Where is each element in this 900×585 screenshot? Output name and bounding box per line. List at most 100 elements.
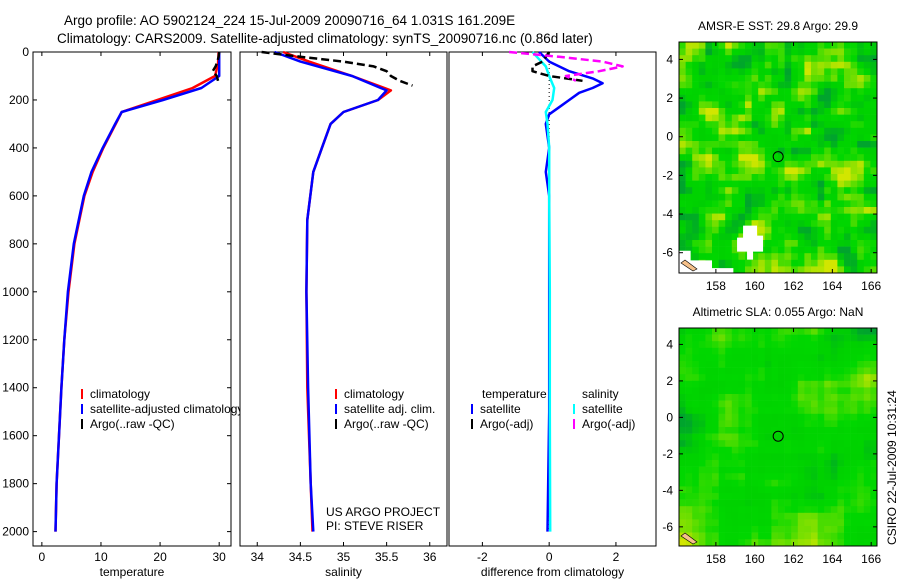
map-cell [850,226,858,234]
map-cell [817,433,825,441]
map-cell [804,68,812,76]
map-cell [685,141,693,148]
map-cell [778,207,785,214]
map-cell [698,141,706,148]
map-cell [758,374,766,382]
map-cell [791,499,799,507]
map-cell [804,394,812,401]
map-cell [751,493,759,500]
map-cell [857,88,865,96]
map-cell [718,213,726,221]
map-cell [850,387,858,395]
map-cell [705,460,713,467]
map-cell [718,141,726,148]
map-cell [804,127,812,135]
y-tick-label: 0 [666,410,673,424]
map-cell [824,75,832,82]
map-cell [870,499,878,507]
map-cell [778,101,785,109]
map-cell [857,246,865,254]
map-cell [725,55,733,63]
map-cell [771,400,779,408]
map-cell [857,400,865,408]
map-cell [784,374,792,382]
map-cell [811,141,818,148]
map-cell [745,479,752,487]
map-cell [751,347,759,355]
map-cell [718,233,726,241]
map-cell [679,400,686,408]
map-cell [850,55,858,63]
map-cell [791,114,799,122]
map-cell [679,394,686,401]
map-cell [784,420,792,428]
map-cell [844,81,851,89]
map-cell [705,539,713,547]
map-cell [692,88,700,96]
map-cell [870,88,878,96]
map-cell [725,259,733,267]
y-tick-label: 1000 [2,285,29,299]
map-cell [771,328,779,335]
map-cell [804,174,812,181]
map-cell [712,48,719,56]
map-cell [784,174,792,181]
map-cell [731,493,739,500]
map-cell [712,180,719,188]
map-cell [863,246,871,254]
map-cell [745,460,752,467]
map-cell [797,68,805,76]
map-cell [784,499,792,507]
map-cell [718,334,726,342]
map-cell [791,259,799,267]
map-cell [857,193,865,201]
map-cell [804,526,812,533]
map-cell [725,127,733,135]
map-cell [857,460,865,467]
map-cell [844,354,851,362]
map-cell [771,259,779,267]
map-cell [804,101,812,109]
map-cell [731,466,739,474]
map-cell [804,88,812,96]
project-annotation: PI: STEVE RISER [326,519,424,533]
map-cell [824,374,832,382]
map-cell [844,433,851,441]
map-cell [679,347,686,355]
map-cell [844,420,851,428]
map-cell [797,226,805,234]
map-cell [837,226,845,234]
map-cell [771,407,779,415]
map-cell [870,114,878,122]
map-cell [692,446,700,454]
map-cell [870,42,878,49]
map-cell [791,127,799,135]
map-cell [830,121,838,129]
map-cell [817,486,825,494]
map-cell [731,213,739,221]
map-cell [758,420,766,428]
map-cell [778,526,785,533]
map-cell [778,42,785,49]
map-cell [712,361,719,368]
map-cell [857,154,865,162]
y-tick-label: 1400 [2,381,29,395]
map-cell [758,193,766,201]
map-cell [804,213,812,221]
map-cell [698,226,706,234]
map-cell [778,141,785,148]
map-cell [692,453,700,461]
map-cell [731,367,739,375]
map-cell [692,127,700,135]
map-cell [745,88,752,96]
map-cell [764,88,772,96]
map-cell [705,193,713,201]
map-cell [738,114,746,122]
map-cell [698,207,706,214]
map-cell [778,394,785,401]
map-cell [811,134,818,142]
temperature-panel: 0 10 20 30020040060080010001200140016001800… [2,45,243,579]
map-cell [745,266,752,274]
map-cell [725,180,733,188]
map-cell [791,341,799,349]
